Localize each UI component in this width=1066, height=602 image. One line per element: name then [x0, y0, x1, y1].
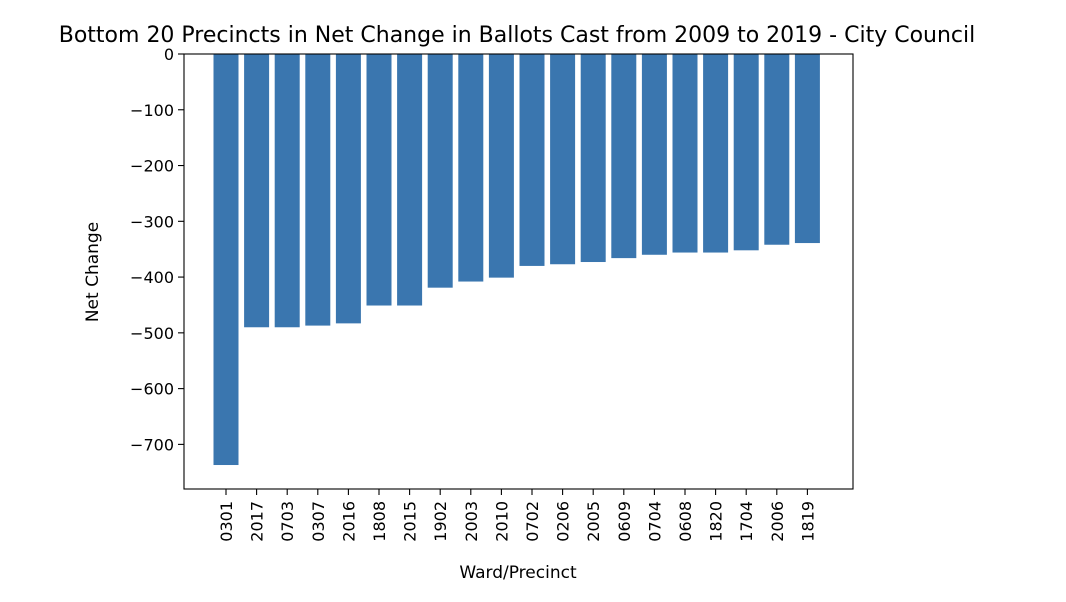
bar-0702	[519, 54, 545, 266]
x-tick-label: 1808	[370, 501, 389, 542]
bar-0307	[305, 54, 331, 326]
bar-2016	[335, 54, 361, 324]
bar-0609	[611, 54, 637, 259]
bar-2003	[458, 54, 484, 282]
y-tick-label: −100	[130, 101, 174, 120]
bar-0301	[213, 54, 239, 466]
bar-1902	[427, 54, 453, 288]
x-tick-label: 2003	[462, 501, 481, 542]
x-tick-label: 1902	[431, 501, 450, 542]
y-tick-label: −500	[130, 324, 174, 343]
bar-2017	[244, 54, 270, 328]
x-tick-label: 0608	[676, 501, 695, 542]
x-tick-label: 0301	[217, 501, 236, 542]
x-tick-label: 0609	[615, 501, 634, 542]
y-axis-ticks: 0 −100 −200 −300 −400 −500 −600 −700	[130, 45, 184, 454]
y-axis-label: Net Change	[83, 222, 103, 322]
y-tick-label: −300	[130, 212, 174, 231]
y-tick-label: −400	[130, 268, 174, 287]
x-tick-label: 1704	[737, 501, 756, 542]
x-tick-label: 0206	[554, 501, 573, 542]
bar-1704	[733, 54, 759, 251]
bar-2006	[764, 54, 790, 245]
bar-1819	[794, 54, 820, 244]
bar-0206	[550, 54, 576, 265]
x-tick-label: 2005	[584, 501, 603, 542]
bar-1808	[366, 54, 392, 306]
bar-2015	[397, 54, 423, 306]
x-tick-label: 2015	[401, 501, 420, 542]
y-tick-label: 0	[164, 45, 174, 64]
y-tick-label: −600	[130, 380, 174, 399]
bar-0608	[672, 54, 698, 253]
x-tick-label: 2006	[768, 501, 787, 542]
bar-1820	[703, 54, 729, 253]
y-tick-label: −200	[130, 157, 174, 176]
y-tick-label: −700	[130, 435, 174, 454]
x-tick-label: 1819	[798, 501, 817, 542]
x-axis-label: Ward/Precinct	[459, 563, 577, 583]
x-tick-label: 0704	[645, 501, 664, 542]
x-tick-label: 0307	[309, 501, 328, 542]
bar-0704	[641, 54, 667, 255]
x-tick-label: 0702	[523, 501, 542, 542]
bar-2005	[580, 54, 606, 263]
x-tick-label: 2016	[339, 501, 358, 542]
x-tick-label: 2010	[492, 501, 511, 542]
plot-frame	[183, 53, 854, 490]
x-axis-ticks: 0301 2017 0703 0307 2016 1808 2015 1902 2003 2010…	[217, 489, 817, 542]
x-tick-label: 0703	[278, 501, 297, 542]
chart-title: Bottom 20 Precincts in Net Change in Bal…	[59, 23, 975, 48]
bar-0703	[274, 54, 300, 328]
bar-2010	[488, 54, 514, 278]
bars-group	[213, 54, 820, 466]
x-tick-label: 2017	[248, 501, 267, 542]
x-tick-label: 1820	[707, 501, 726, 542]
